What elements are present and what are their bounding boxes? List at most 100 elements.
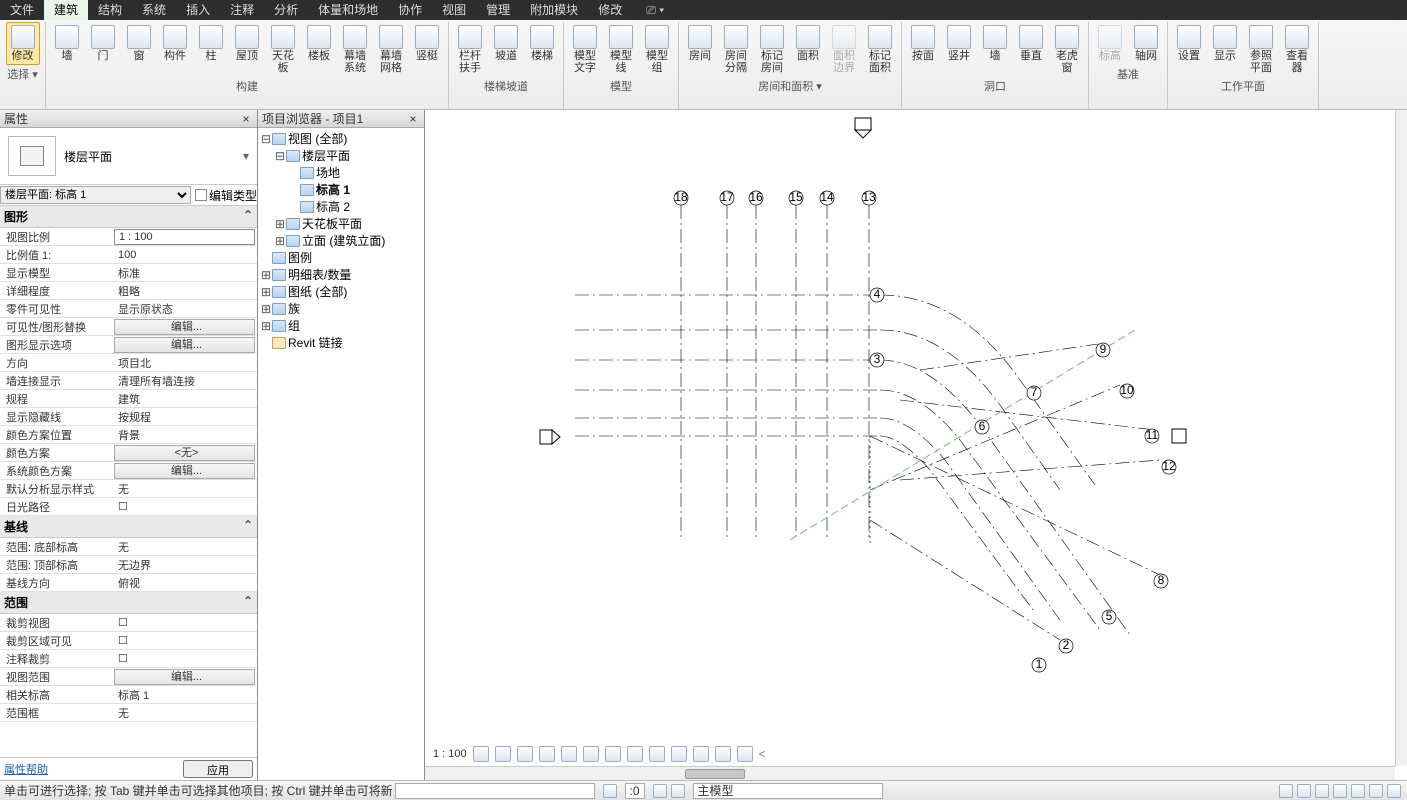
tree-node[interactable]: 标高 2 bbox=[260, 198, 422, 215]
ribbon-模型线[interactable]: 模型线 bbox=[604, 22, 638, 77]
property-value[interactable]: 标高 1 bbox=[114, 687, 257, 703]
status-icon[interactable] bbox=[1279, 784, 1293, 798]
property-value[interactable]: 显示原状态 bbox=[114, 301, 257, 317]
tree-node[interactable]: ⊟楼层平面 bbox=[260, 147, 422, 164]
property-value[interactable] bbox=[114, 634, 257, 647]
ribbon-窗[interactable]: 窗 bbox=[122, 22, 156, 77]
viewbar-icon[interactable] bbox=[583, 746, 599, 762]
close-icon[interactable]: × bbox=[239, 112, 253, 126]
ribbon-标记房间[interactable]: 标记房间 bbox=[755, 22, 789, 77]
ribbon-幕墙网格[interactable]: 幕墙网格 bbox=[374, 22, 408, 77]
ribbon-按面[interactable]: 按面 bbox=[906, 22, 940, 77]
ribbon-楼板[interactable]: 楼板 bbox=[302, 22, 336, 77]
status-icon[interactable] bbox=[603, 784, 617, 798]
ribbon-构件[interactable]: 构件 bbox=[158, 22, 192, 77]
ribbon-屋顶[interactable]: 屋顶 bbox=[230, 22, 264, 77]
ribbon-模型文字[interactable]: 模型文字 bbox=[568, 22, 602, 77]
property-value[interactable]: <无> bbox=[114, 445, 255, 461]
ribbon-查看器[interactable]: 查看器 bbox=[1280, 22, 1314, 77]
ribbon-设置[interactable]: 设置 bbox=[1172, 22, 1206, 77]
property-help-link[interactable]: 属性帮助 bbox=[4, 761, 48, 777]
tree-node[interactable]: 标高 1 bbox=[260, 181, 422, 198]
expand-icon[interactable]: ⊟ bbox=[274, 149, 286, 163]
property-value[interactable]: 100 bbox=[114, 249, 257, 261]
menu-item-管理[interactable]: 管理 bbox=[476, 0, 520, 20]
tree-node[interactable]: ⊞组 bbox=[260, 317, 422, 334]
expand-icon[interactable]: ⊟ bbox=[260, 132, 272, 146]
tree-node[interactable]: ⊞天花板平面 bbox=[260, 215, 422, 232]
expand-icon[interactable]: ⊞ bbox=[274, 217, 286, 231]
property-value[interactable]: 无 bbox=[114, 481, 257, 497]
ribbon-模型组[interactable]: 模型组 bbox=[640, 22, 674, 77]
menu-item-体量和场地[interactable]: 体量和场地 bbox=[308, 0, 388, 20]
menu-item-结构[interactable]: 结构 bbox=[88, 0, 132, 20]
ribbon-幕墙系统[interactable]: 幕墙系统 bbox=[338, 22, 372, 77]
property-value[interactable]: 编辑... bbox=[114, 337, 255, 353]
select-group-label[interactable]: 选择 ▾ bbox=[7, 65, 38, 83]
ribbon-老虎窗[interactable]: 老虎窗 bbox=[1050, 22, 1084, 77]
tree-node[interactable]: Revit 链接 bbox=[260, 334, 422, 351]
menu-item-协作[interactable]: 协作 bbox=[388, 0, 432, 20]
menu-item-视图[interactable]: 视图 bbox=[432, 0, 476, 20]
property-value[interactable]: 建筑 bbox=[114, 391, 257, 407]
expand-icon[interactable]: ⊞ bbox=[260, 285, 272, 299]
property-value[interactable]: 项目北 bbox=[114, 355, 257, 371]
menu-item-分析[interactable]: 分析 bbox=[264, 0, 308, 20]
view-scale[interactable]: 1 : 100 bbox=[433, 748, 467, 760]
viewbar-icon[interactable] bbox=[715, 746, 731, 762]
property-value[interactable]: 俯视 bbox=[114, 575, 257, 591]
tree-node[interactable]: 场地 bbox=[260, 164, 422, 181]
expand-icon[interactable]: ⊞ bbox=[274, 234, 286, 248]
tree-node[interactable]: ⊞立面 (建筑立面) bbox=[260, 232, 422, 249]
edit-type-button[interactable]: 编辑类型 bbox=[195, 187, 257, 204]
viewbar-icon[interactable] bbox=[561, 746, 577, 762]
ribbon-楼梯[interactable]: 楼梯 bbox=[525, 22, 559, 77]
property-value[interactable]: 清理所有墙连接 bbox=[114, 373, 257, 389]
property-value[interactable] bbox=[114, 500, 257, 513]
ribbon-房间[interactable]: 房间 bbox=[683, 22, 717, 77]
ribbon-轴网[interactable]: 轴网 bbox=[1129, 22, 1163, 65]
ribbon-柱[interactable]: 柱 bbox=[194, 22, 228, 77]
viewbar-icon[interactable] bbox=[693, 746, 709, 762]
type-name[interactable]: 楼层平面 bbox=[64, 148, 235, 165]
property-value[interactable]: 编辑... bbox=[114, 319, 255, 335]
status-icon[interactable] bbox=[1351, 784, 1365, 798]
property-value[interactable] bbox=[114, 616, 257, 629]
status-icon[interactable] bbox=[1297, 784, 1311, 798]
menu-item-附加模块[interactable]: 附加模块 bbox=[520, 0, 588, 20]
property-value[interactable]: 粗略 bbox=[114, 283, 257, 299]
apply-button[interactable]: 应用 bbox=[183, 760, 253, 778]
property-value[interactable]: 背景 bbox=[114, 427, 257, 443]
menu-item-系统[interactable]: 系统 bbox=[132, 0, 176, 20]
tree-node[interactable]: ⊟视图 (全部) bbox=[260, 130, 422, 147]
tree-node[interactable]: ⊞图纸 (全部) bbox=[260, 283, 422, 300]
property-value[interactable]: 标准 bbox=[114, 265, 257, 281]
tree-node[interactable]: ⊞明细表/数量 bbox=[260, 266, 422, 283]
ribbon-门[interactable]: 门 bbox=[86, 22, 120, 77]
ribbon-参照平面[interactable]: 参照平面 bbox=[1244, 22, 1278, 77]
modify-tool[interactable]: 修改 bbox=[6, 22, 40, 65]
property-section[interactable]: 基线⌃ bbox=[0, 516, 257, 538]
ribbon-面积[interactable]: 面积 bbox=[791, 22, 825, 77]
menu-item-插入[interactable]: 插入 bbox=[176, 0, 220, 20]
property-value[interactable]: 按规程 bbox=[114, 409, 257, 425]
workset-selector[interactable]: 主模型 bbox=[693, 783, 883, 799]
drawing-canvas[interactable]: 181716151413910111285213467 1 : 100 < bbox=[425, 110, 1407, 780]
property-value[interactable]: 编辑... bbox=[114, 669, 255, 685]
viewbar-icon[interactable] bbox=[473, 746, 489, 762]
viewbar-icon[interactable] bbox=[671, 746, 687, 762]
viewbar-icon[interactable] bbox=[605, 746, 621, 762]
property-value[interactable] bbox=[114, 652, 257, 665]
status-icon[interactable] bbox=[671, 784, 685, 798]
ribbon-面积边界[interactable]: 面积边界 bbox=[827, 22, 861, 77]
expand-icon[interactable]: ⊞ bbox=[260, 302, 272, 316]
filter-icon[interactable] bbox=[1387, 784, 1401, 798]
instance-selector[interactable]: 楼层平面: 标高 1 bbox=[0, 186, 191, 204]
status-icon[interactable] bbox=[1315, 784, 1329, 798]
status-icon[interactable] bbox=[653, 784, 667, 798]
property-value[interactable]: 无 bbox=[114, 705, 257, 721]
vertical-scrollbar[interactable] bbox=[1395, 110, 1407, 766]
viewbar-icon[interactable] bbox=[517, 746, 533, 762]
camera-icon[interactable]: ⎚ ▾ bbox=[636, 0, 674, 20]
status-input[interactable] bbox=[395, 783, 595, 799]
